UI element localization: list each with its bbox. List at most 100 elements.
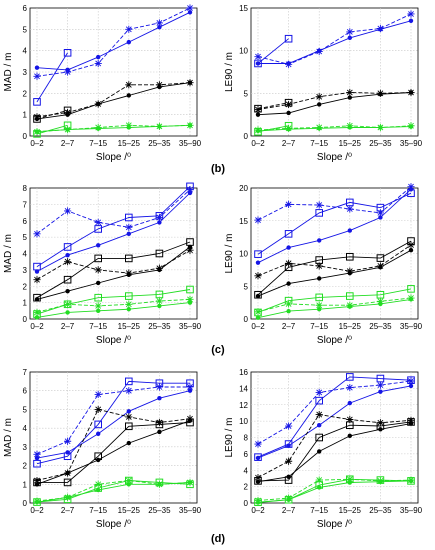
x-tick-label: 15–25 <box>118 139 141 148</box>
data-point <box>96 54 101 60</box>
data-point <box>33 98 41 106</box>
y-tick-label: 1 <box>23 480 28 489</box>
series-line <box>36 241 191 299</box>
data-point <box>347 400 352 406</box>
data-point <box>125 223 133 231</box>
data-point <box>94 100 102 108</box>
data-point <box>378 215 383 220</box>
x-tick-label: 0–2 <box>30 506 44 515</box>
data-point <box>254 474 262 482</box>
data-point <box>315 433 323 442</box>
data-point <box>155 383 163 391</box>
data-point <box>408 18 414 23</box>
data-point <box>286 308 291 314</box>
y-tick-label: 16 <box>239 368 248 377</box>
data-point <box>64 258 72 266</box>
data-point <box>376 477 384 485</box>
data-point <box>254 440 262 448</box>
series-line <box>257 478 412 501</box>
data-point <box>187 388 193 393</box>
data-point <box>125 292 133 300</box>
data-point <box>317 449 322 454</box>
data-point <box>286 281 291 286</box>
y-tick-label: 5 <box>23 25 28 34</box>
y-tick-label: 4 <box>23 424 28 433</box>
data-point <box>254 53 262 61</box>
data-point <box>407 377 415 385</box>
y-tick-label: 6 <box>23 387 28 396</box>
series-line <box>257 240 412 296</box>
series-line <box>257 376 412 458</box>
data-point <box>378 389 383 394</box>
data-point <box>285 494 293 502</box>
data-point <box>315 293 323 302</box>
series-blue-square <box>254 189 415 258</box>
y-axis-label: LE90 / m <box>224 417 235 457</box>
series-black-star <box>33 246 194 284</box>
data-point <box>255 479 261 484</box>
data-point <box>63 275 72 284</box>
data-point <box>155 264 163 272</box>
x-tick-label: 7–15 <box>89 139 107 148</box>
data-point <box>315 388 323 397</box>
y-tick-label: 8 <box>23 184 28 193</box>
data-point <box>65 310 70 315</box>
data-point <box>126 440 131 446</box>
y-axis-label: LE90 / m <box>224 233 235 273</box>
data-point <box>157 429 162 435</box>
data-point <box>125 300 133 308</box>
data-point <box>64 469 72 477</box>
y-tick-label: 7 <box>23 200 28 209</box>
x-tick-label: 25–35 <box>148 139 171 148</box>
panel-label: (d) <box>211 533 225 545</box>
data-point <box>315 123 323 132</box>
data-point <box>125 422 133 431</box>
plot-frame <box>250 7 419 137</box>
y-tick-label: 6 <box>244 450 249 459</box>
data-point <box>346 267 354 275</box>
y-tick-label: 3 <box>23 266 28 275</box>
series-line <box>257 297 412 313</box>
data-point <box>186 4 194 12</box>
series-black-square <box>33 238 194 302</box>
data-point <box>65 450 70 455</box>
data-point <box>254 272 262 280</box>
series-line <box>257 92 412 110</box>
data-point <box>376 123 384 132</box>
data-point <box>186 415 194 423</box>
y-tick-label: 4 <box>244 466 249 475</box>
panel-label: (b) <box>211 163 225 175</box>
series-green-star <box>33 295 194 317</box>
y-tick-label: 0 <box>244 499 249 508</box>
data-point <box>315 301 323 309</box>
x-tick-label: 2–7 <box>61 322 75 331</box>
data-point <box>285 60 293 68</box>
data-point <box>96 243 101 248</box>
series-green-star <box>33 476 194 505</box>
data-point <box>317 238 322 243</box>
data-point <box>125 121 133 129</box>
data-point <box>126 482 131 487</box>
data-point <box>94 266 102 274</box>
y-axis-label: MAD / m <box>3 53 14 92</box>
x-axis-label: Slope /⁰ <box>317 335 352 346</box>
y-tick-label: 7 <box>23 368 28 377</box>
series-blue-star <box>33 186 194 238</box>
data-point <box>315 410 323 419</box>
series-black-star <box>33 405 194 485</box>
y-tick-label: 15 <box>239 4 248 13</box>
data-point <box>125 413 133 421</box>
data-point <box>286 443 291 448</box>
x-axis-label: Slope /⁰ <box>317 519 352 530</box>
panel-label-d: (d) <box>211 533 225 545</box>
x-tick-label: 2–7 <box>282 139 296 148</box>
series-line <box>36 52 68 103</box>
data-point <box>63 49 72 57</box>
x-tick-label: 35–90 <box>400 139 423 148</box>
y-tick-label: 3 <box>23 443 28 452</box>
data-point <box>317 423 322 428</box>
x-axis-label: Slope /⁰ <box>96 335 131 346</box>
series-line <box>36 82 191 120</box>
x-tick-label: 15–25 <box>118 322 141 331</box>
chart-panel-6: 0 2 4 6 8 10 12 14 16 0–2 2–7 7–15 15–25 25–35 35–90 Sl… <box>224 368 423 530</box>
